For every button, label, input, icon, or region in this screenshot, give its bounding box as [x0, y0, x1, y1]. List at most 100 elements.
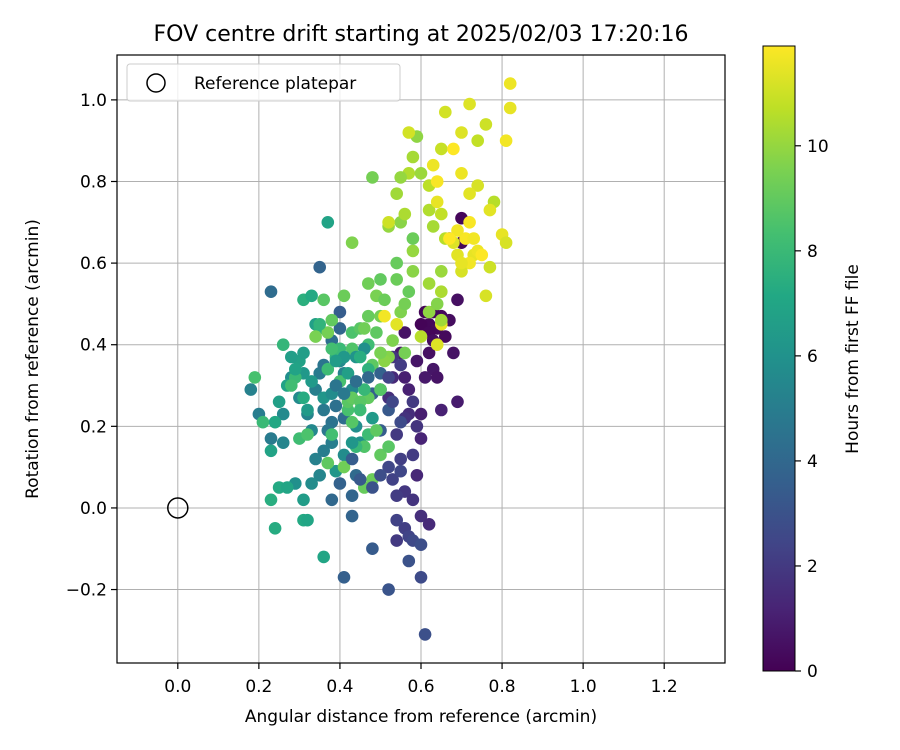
- scatter-point: [378, 293, 391, 307]
- colorbar-tick-label: 6: [807, 347, 818, 367]
- scatter-point: [426, 158, 440, 172]
- scatter-point: [471, 134, 485, 147]
- scatter-point: [447, 346, 460, 360]
- scatter-point: [317, 444, 331, 458]
- scatter-point: [463, 97, 476, 111]
- scatter-point: [414, 167, 428, 180]
- scatter-point: [455, 126, 468, 139]
- scatter-point: [390, 318, 404, 331]
- scatter-point: [483, 260, 497, 274]
- scatter-point: [313, 260, 327, 274]
- scatter-point: [366, 481, 379, 494]
- scatter-point: [414, 432, 428, 445]
- scatter-point: [317, 293, 331, 307]
- scatter-point: [435, 285, 448, 299]
- scatter-point: [451, 224, 464, 237]
- scatter-point: [414, 330, 428, 343]
- y-tick-label: 0.2: [80, 417, 107, 437]
- scatter-point: [382, 371, 395, 384]
- scatter-point: [418, 371, 432, 384]
- scatter-point: [305, 477, 318, 490]
- scatter-point: [406, 150, 420, 164]
- scatter-point: [483, 203, 497, 217]
- scatter-point: [435, 313, 448, 327]
- x-tick-label: 0.6: [407, 677, 434, 697]
- scatter-point: [362, 277, 375, 290]
- scatter-point: [345, 415, 359, 429]
- scatter-point: [374, 469, 387, 482]
- scatter-point: [264, 285, 278, 299]
- scatter-point: [422, 203, 436, 217]
- scatter-point: [268, 522, 282, 535]
- y-axis-ticks: −0.2 0.0 0.2 0.4 0.6 0.8 1.0: [66, 91, 117, 601]
- scatter-point: [321, 362, 335, 376]
- scatter-point: [390, 256, 404, 270]
- scatter-point: [414, 509, 428, 523]
- scatter-point: [305, 289, 318, 303]
- scatter-point: [479, 289, 493, 303]
- scatter-point: [321, 326, 335, 339]
- scatter-point: [499, 134, 513, 147]
- scatter-point: [422, 346, 436, 360]
- scatter-point: [422, 518, 436, 531]
- scatter-point: [333, 305, 347, 319]
- scatter-point: [451, 395, 464, 409]
- scatter-point: [471, 179, 485, 192]
- scatter-point: [329, 354, 343, 368]
- scatter-point: [402, 126, 416, 139]
- colorbar-tick-label: 4: [807, 452, 818, 472]
- scatter-point: [406, 395, 420, 409]
- scatter-point: [390, 273, 404, 286]
- scatter-point: [475, 248, 489, 262]
- scatter-point: [297, 391, 310, 405]
- scatter-point: [382, 440, 395, 454]
- scatter-point: [272, 395, 286, 409]
- scatter-point: [414, 318, 428, 331]
- scatter-point: [285, 350, 298, 364]
- scatter-point: [430, 175, 444, 188]
- scatter-point: [390, 187, 404, 200]
- scatter-point: [317, 403, 331, 417]
- y-tick-label: 0.4: [80, 336, 107, 356]
- scatter-point: [439, 105, 452, 119]
- scatter-point: [394, 171, 408, 184]
- y-tick-label: 1.0: [80, 91, 107, 111]
- scatter-point: [430, 371, 444, 384]
- scatter-point: [325, 428, 339, 441]
- scatter-point: [301, 513, 314, 527]
- scatter-point: [390, 513, 404, 527]
- scatter-point: [390, 489, 404, 503]
- y-axis-label: Rotation from reference (arcmin): [23, 219, 43, 499]
- scatter-point: [374, 346, 387, 360]
- scatter-point: [337, 460, 351, 474]
- scatter-point: [406, 448, 420, 462]
- scatter-point: [499, 236, 513, 249]
- scatter-point: [285, 379, 298, 392]
- scatter-point: [345, 452, 359, 466]
- scatter-point: [406, 232, 420, 245]
- scatter-point: [264, 493, 278, 507]
- colorbar-gradient: [762, 45, 796, 672]
- scatter-point: [313, 318, 327, 331]
- scatter-point: [386, 334, 399, 347]
- x-axis-ticks: 0.0 0.2 0.4 0.6 0.8 1.0 1.2: [164, 663, 678, 697]
- scatter-point: [256, 415, 270, 429]
- scatter-point: [248, 371, 262, 384]
- scatter-point: [463, 216, 476, 229]
- scatter-point: [333, 477, 347, 490]
- scatter-point: [430, 297, 444, 311]
- scatter-point: [276, 407, 290, 421]
- scatter-point: [370, 424, 383, 437]
- scatter-point: [394, 415, 408, 429]
- scatter-point: [439, 330, 452, 343]
- scatter-point: [422, 305, 436, 319]
- scatter-point: [366, 411, 379, 425]
- x-tick-label: 1.0: [570, 677, 597, 697]
- colorbar-label: Hours from first FF file: [843, 264, 863, 454]
- y-tick-label: −0.2: [66, 581, 107, 601]
- scatter-point: [386, 395, 399, 409]
- colorbar-tick-label: 10: [807, 137, 829, 157]
- scatter-point: [479, 118, 493, 131]
- scatter-point: [463, 187, 476, 200]
